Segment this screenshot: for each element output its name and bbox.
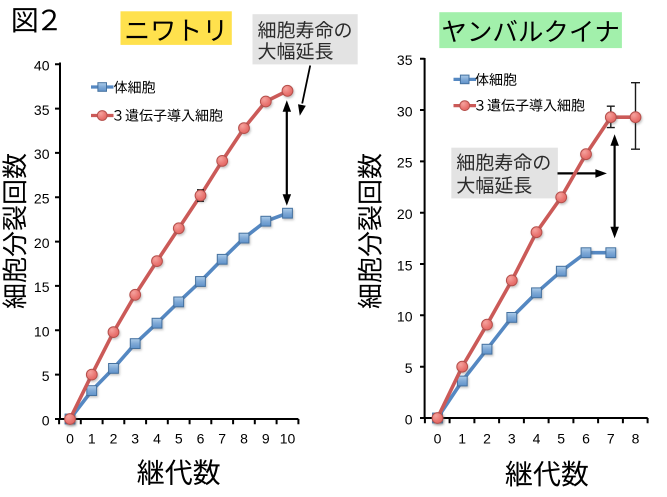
svg-text:0: 0 bbox=[405, 411, 413, 427]
svg-text:3: 3 bbox=[131, 431, 139, 447]
svg-text:1: 1 bbox=[458, 431, 466, 447]
svg-text:5: 5 bbox=[42, 368, 50, 384]
svg-text:5: 5 bbox=[557, 431, 565, 447]
svg-text:7: 7 bbox=[607, 431, 615, 447]
svg-text:2: 2 bbox=[483, 431, 491, 447]
svg-text:20: 20 bbox=[34, 235, 50, 251]
svg-text:30: 30 bbox=[397, 103, 413, 119]
svg-text:8: 8 bbox=[240, 431, 248, 447]
svg-text:5: 5 bbox=[175, 431, 183, 447]
svg-text:10: 10 bbox=[280, 431, 296, 447]
svg-text:4: 4 bbox=[153, 431, 161, 447]
svg-text:15: 15 bbox=[397, 257, 413, 273]
svg-text:25: 25 bbox=[34, 191, 50, 207]
svg-text:7: 7 bbox=[218, 431, 226, 447]
svg-text:9: 9 bbox=[262, 431, 270, 447]
svg-text:0: 0 bbox=[434, 431, 442, 447]
svg-text:25: 25 bbox=[397, 155, 413, 171]
svg-text:6: 6 bbox=[582, 431, 590, 447]
svg-text:35: 35 bbox=[34, 102, 50, 118]
svg-text:35: 35 bbox=[397, 52, 413, 68]
svg-text:8: 8 bbox=[632, 431, 640, 447]
svg-text:3: 3 bbox=[508, 431, 516, 447]
svg-text:10: 10 bbox=[397, 309, 413, 325]
svg-text:5: 5 bbox=[405, 360, 413, 376]
svg-text:4: 4 bbox=[533, 431, 541, 447]
svg-text:0: 0 bbox=[66, 431, 74, 447]
svg-text:30: 30 bbox=[34, 146, 50, 162]
svg-text:2: 2 bbox=[110, 431, 118, 447]
svg-text:6: 6 bbox=[197, 431, 205, 447]
svg-text:20: 20 bbox=[397, 206, 413, 222]
svg-text:10: 10 bbox=[34, 324, 50, 340]
svg-text:15: 15 bbox=[34, 279, 50, 295]
svg-text:40: 40 bbox=[34, 58, 50, 74]
svg-text:0: 0 bbox=[42, 412, 50, 428]
svg-text:1: 1 bbox=[88, 431, 96, 447]
